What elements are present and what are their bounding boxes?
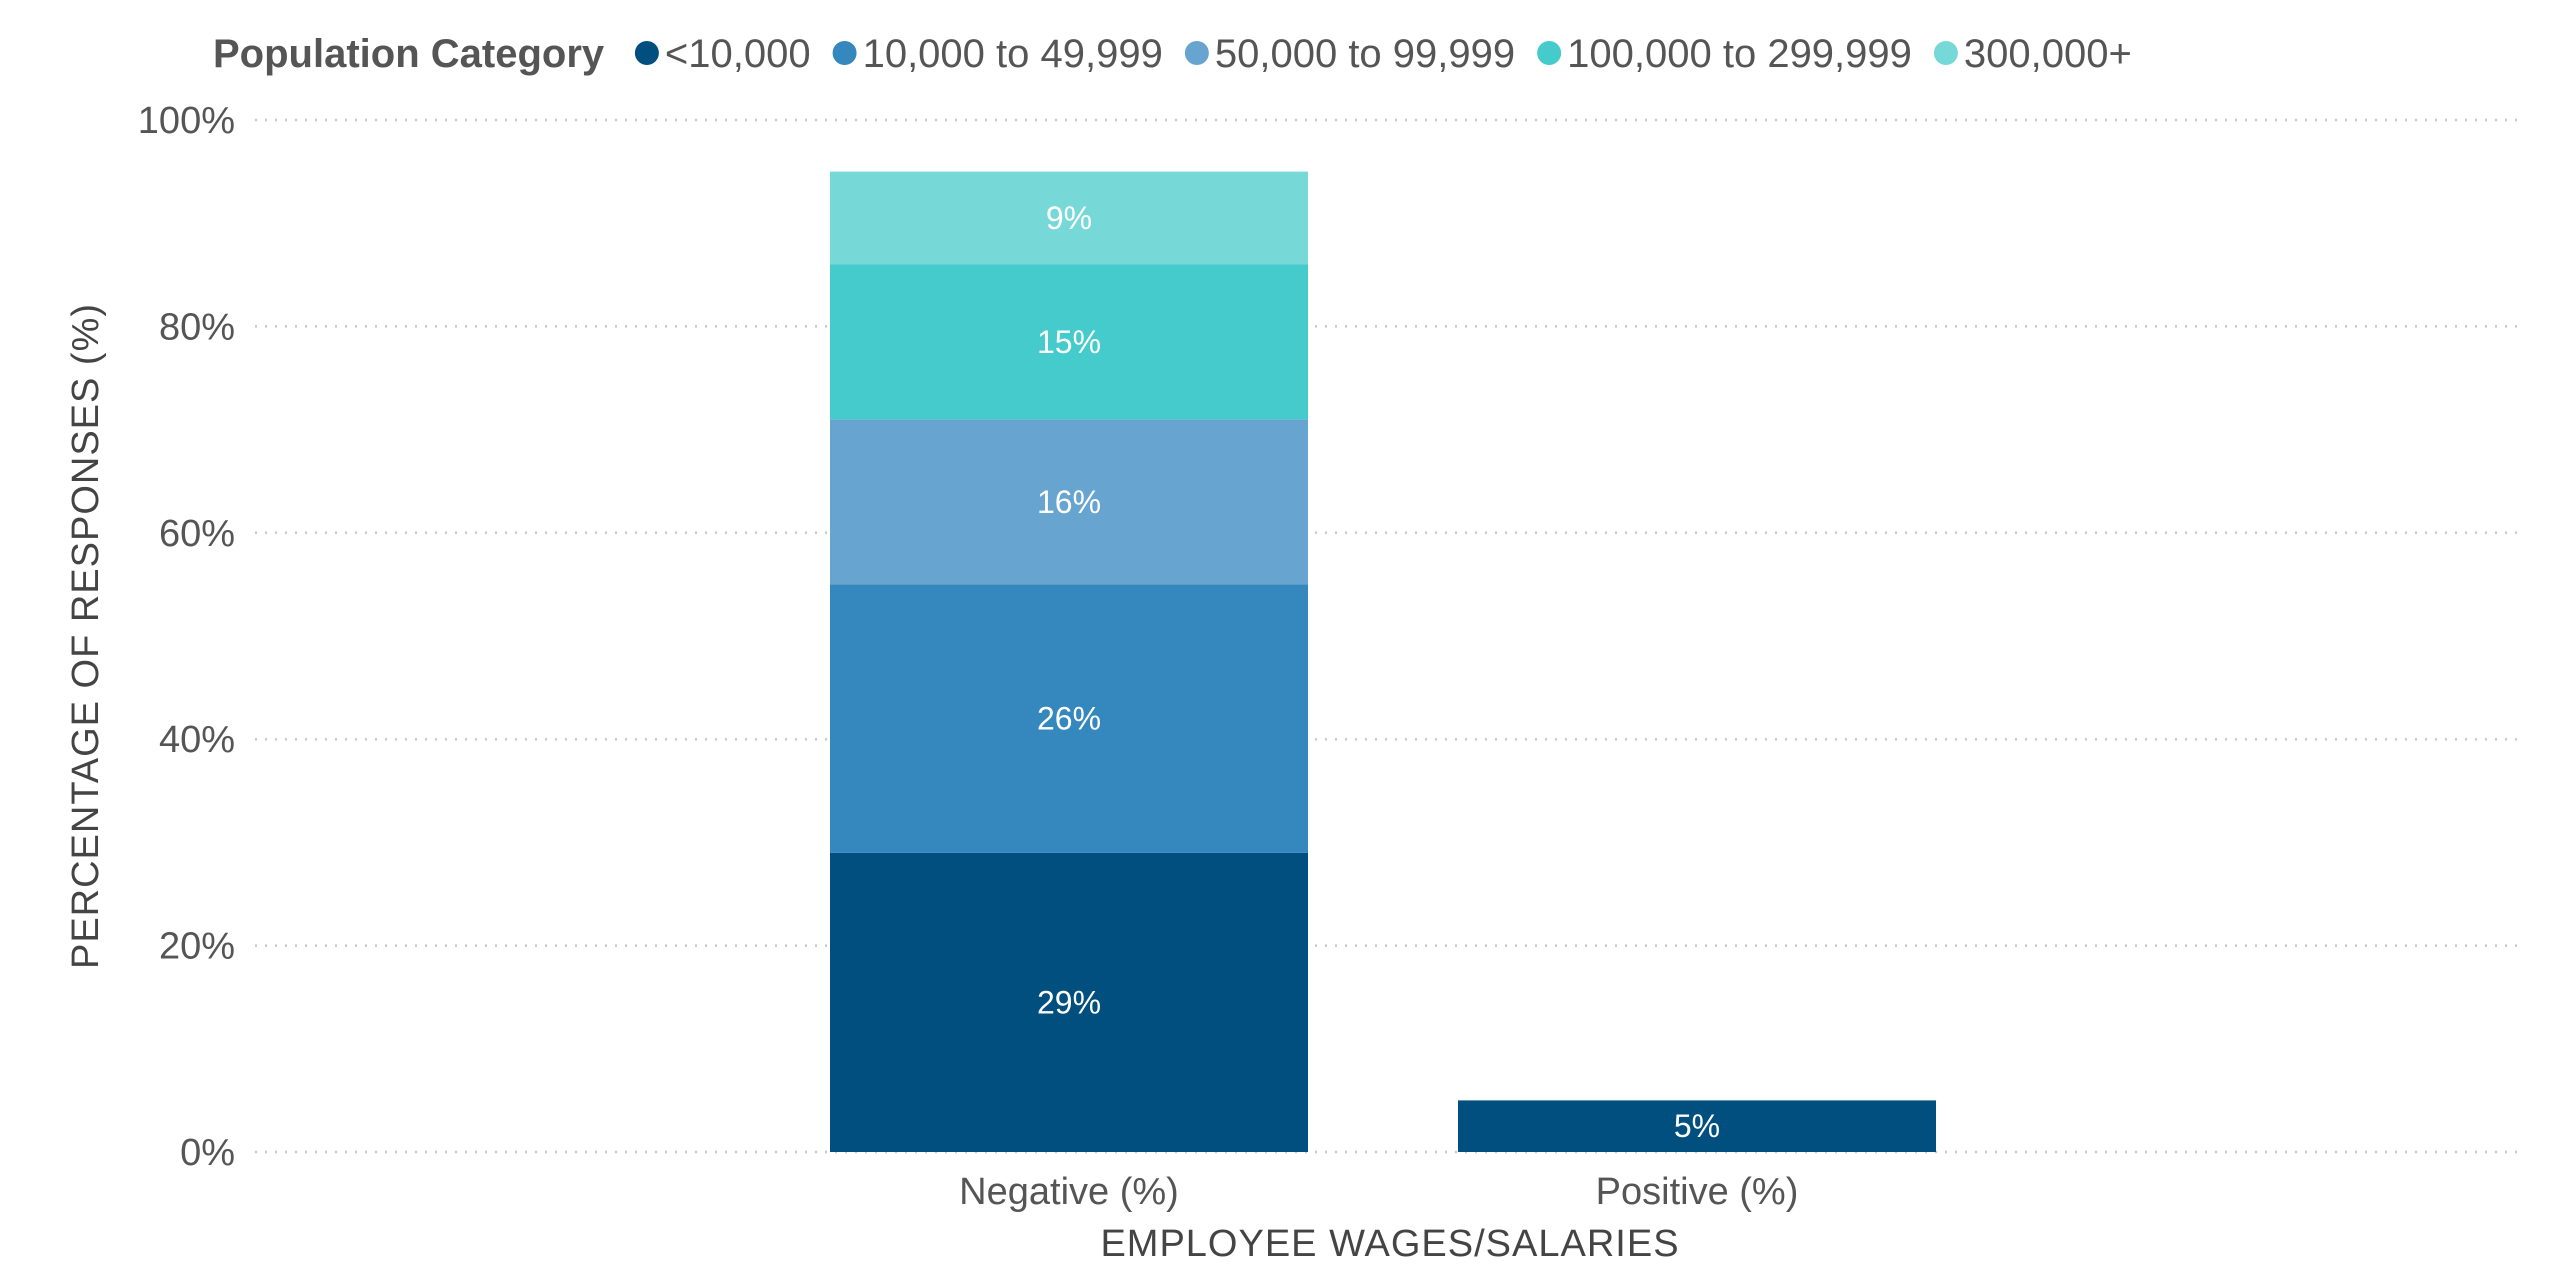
bar-label-0-3: 15% [1037,324,1101,360]
y-axis-ticks: 0% 20% 40% 60% 80% 100% [138,100,235,1174]
bar-label-0-0: 29% [1037,984,1101,1020]
bar-segment-0-1 [830,584,1308,853]
legend-marker-0 [634,41,659,65]
y-axis-title: PERCENTAGE OF RESPONSES (%) [65,303,107,969]
legend-label-1: 10,000 to 49,999 [863,32,1163,76]
legend-label-3: 100,000 to 299,999 [1567,32,1912,76]
y-tick-label: 80% [159,306,235,348]
legend-marker-4 [1933,41,1958,65]
bars [830,171,1936,1152]
y-tick-label: 100% [138,100,235,142]
bar-segment-0-2 [830,419,1308,585]
legend: Population Category <10,000 10,000 to 49,… [213,32,2132,76]
x-axis-ticks: Negative (%) Positive (%) [959,1171,1798,1213]
y-tick-label: 20% [159,926,235,968]
bar-label-0-4: 9% [1046,200,1092,236]
bar-segment-0-0 [830,852,1308,1152]
bar-segment-0-4 [830,171,1308,265]
legend-label-0: <10,000 [665,32,811,76]
x-tick-label: Positive (%) [1596,1171,1799,1213]
y-tick-label: 40% [159,719,235,761]
gridlines [255,118,2525,1154]
bar-label-1-0: 5% [1674,1108,1720,1144]
legend-label-4: 300,000+ [1964,32,2132,76]
legend-marker-1 [832,41,857,65]
legend-marker-2 [1184,41,1209,65]
y-tick-label: 0% [180,1132,235,1174]
x-tick-label: Negative (%) [959,1171,1179,1213]
bar-labels: 29% 26% 16% 15% 9% 5% [1037,200,1720,1144]
legend-label-2: 50,000 to 99,999 [1215,32,1515,76]
y-tick-label: 60% [159,513,235,555]
bar-segment-1-0 [1458,1100,1936,1152]
legend-marker-3 [1537,41,1562,65]
bar-label-0-1: 26% [1037,701,1101,737]
bar-label-0-2: 16% [1037,484,1101,520]
legend-items: <10,000 10,000 to 49,999 50,000 to 99,999 1… [634,32,2132,76]
x-axis-title: EMPLOYEE WAGES/SALARIES [1100,1223,1679,1265]
bar-segment-0-3 [830,264,1308,420]
legend-title: Population Category [213,32,605,76]
